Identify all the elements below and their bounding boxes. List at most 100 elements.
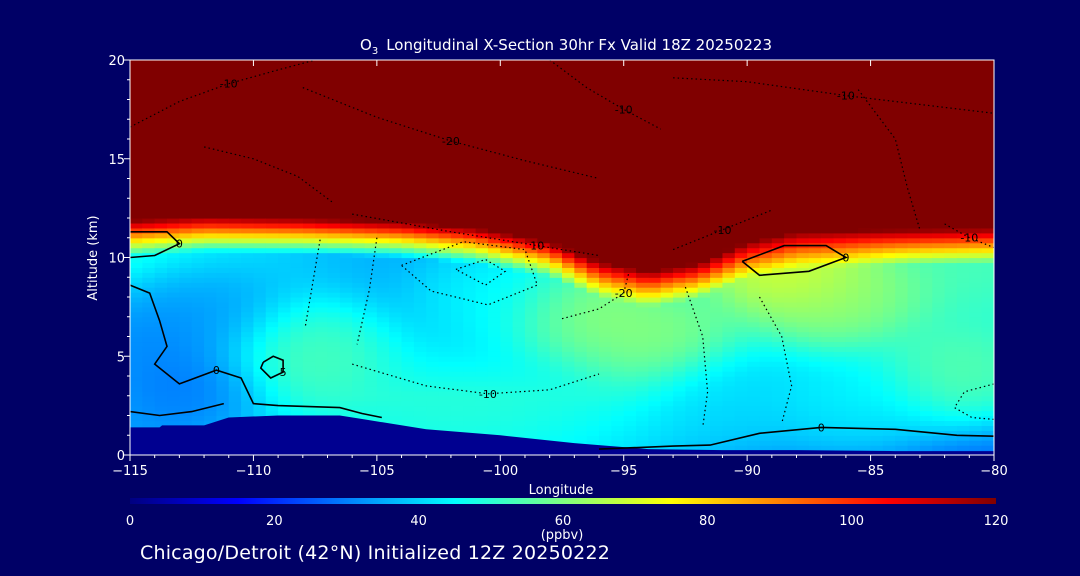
ozone-field-cell [339,390,353,397]
ozone-field-cell [919,346,933,352]
ozone-field-cell [376,390,390,397]
ozone-field-cell [870,440,884,446]
ozone-field-cell [549,326,563,333]
ozone-field-cell [858,400,872,407]
ozone-field-cell [648,366,662,372]
ozone-field-cell [969,351,983,357]
ozone-field-cell [858,341,872,347]
ozone-field-cell [821,232,835,239]
ozone-field-cell [389,222,403,229]
ozone-field-cell [241,336,255,343]
ozone-field-cell [586,326,600,333]
ozone-field-cell [697,435,711,441]
ozone-field-cell [771,445,785,451]
ozone-field-cell [660,272,674,278]
ozone-field-cell [438,242,452,249]
ozone-field-cell [463,227,477,234]
ozone-field-cell [697,410,711,417]
ozone-field-cell [858,351,872,357]
ozone-field-cell [549,376,563,382]
ozone-field-cell [302,282,316,288]
ozone-field-cell [426,361,440,367]
ozone-field-cell [858,435,872,441]
ozone-field-cell [549,267,563,273]
ozone-field-cell [969,262,983,268]
ozone-field-cell [697,297,711,303]
ozone-field-cell [858,356,872,362]
ozone-field-cell [562,331,575,338]
ozone-field-cell [241,371,255,377]
ozone-field-cell [981,257,994,264]
ozone-field-cell [154,316,168,323]
ozone-field-cell [204,252,217,259]
ozone-field-cell [549,316,563,323]
ozone-field-cell [969,257,983,264]
ozone-field-cell [882,390,896,397]
ozone-field-cell [426,341,440,347]
ozone-field-cell [154,385,168,392]
ozone-field-cell [821,395,835,402]
chart-title: O3 Longitudinal X-Section 30hr Fx Valid 1… [360,36,772,57]
ozone-field-cell [302,380,316,387]
ozone-field-cell [771,366,785,372]
ozone-field-cell [130,351,143,357]
ozone-field-cell [870,306,884,313]
ozone-field-cell [204,232,217,239]
ozone-field-cell [524,306,538,313]
ozone-field-cell [845,430,859,436]
ozone-field-cell [895,267,909,273]
ozone-field-cell [512,331,526,338]
ozone-field-cell [216,262,230,268]
ozone-field-cell [512,356,526,362]
ozone-field-cell [697,405,711,412]
ozone-field-cell [500,425,514,431]
ozone-field-cell [549,297,563,303]
ozone-field-cell [784,237,798,244]
ozone-field-cell [956,346,970,352]
ozone-field-cell [784,366,798,372]
ozone-field-cell [821,430,835,436]
ozone-field-cell [734,321,748,328]
ozone-field-cell [302,351,316,357]
ozone-field-cell [586,435,600,441]
ozone-field-cell [907,415,921,422]
ozone-field-cell [241,410,255,417]
ozone-field-cell [376,257,390,264]
ozone-field-cell [191,366,205,372]
ozone-field-cell [771,282,785,288]
ozone-field-cell [500,311,514,318]
ozone-field-cell [549,262,563,268]
ozone-field-cell [919,257,933,264]
ozone-field-cell [771,297,785,303]
ozone-field-cell [845,336,859,343]
ozone-field-cell [253,390,267,397]
ozone-field-cell [339,218,353,224]
ozone-field-cell [130,385,143,392]
ozone-field-cell [549,380,563,387]
ozone-field-cell [278,267,292,273]
ozone-field-cell [364,405,378,412]
ozone-field-cell [327,400,341,407]
ozone-field-cell [710,267,724,273]
ozone-field-cell [969,440,983,446]
ozone-field-cell [290,366,304,372]
ozone-field-cell [870,242,884,249]
ozone-field-cell [327,371,341,377]
ozone-field-cell [265,237,279,244]
ozone-field-cell [487,395,501,402]
ozone-field-cell [673,267,687,273]
ozone-field-cell [895,272,909,278]
ozone-field-cell [154,326,168,333]
ozone-field-cell [808,227,822,234]
ozone-field-cell [315,405,329,412]
ozone-field-cell [549,336,563,343]
ozone-field-cell [710,341,724,347]
ozone-field-cell [302,252,316,259]
ozone-field-cell [475,306,489,313]
ozone-field-cell [302,232,316,239]
ozone-field-cell [771,420,785,426]
ozone-field-cell [265,400,279,407]
ozone-field-cell [833,376,847,382]
ozone-field-cell [154,336,168,343]
contour-label: 0 [818,421,825,434]
